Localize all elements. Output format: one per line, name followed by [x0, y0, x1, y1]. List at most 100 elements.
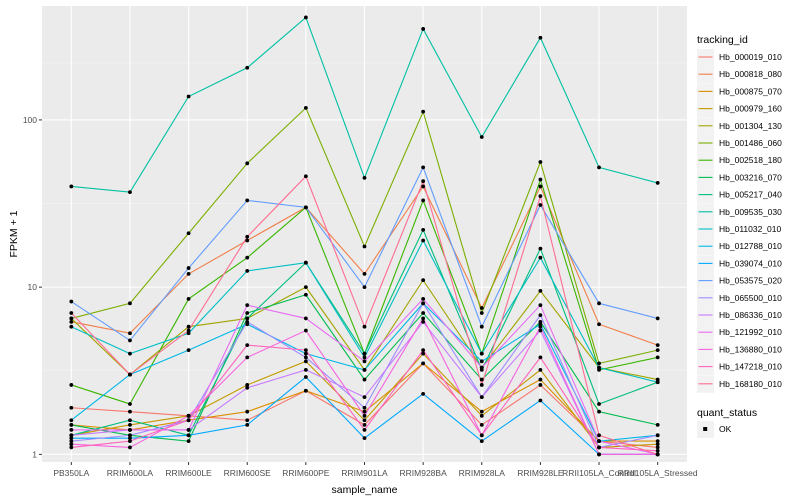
data-point: [186, 433, 191, 438]
data-point: [362, 418, 367, 423]
legend-item: Hb_003216_070: [697, 169, 782, 187]
data-point: [245, 383, 250, 387]
data-point: [186, 328, 191, 333]
x-tick-label: PB350LA: [53, 468, 89, 478]
legend-item: Hb_011032_010: [697, 221, 782, 238]
data-point: [421, 319, 426, 324]
data-point: [421, 109, 426, 114]
x-tick-label: RRII105LA_Stressed: [618, 468, 698, 478]
data-point: [186, 324, 191, 329]
data-point: [421, 238, 426, 243]
data-point: [186, 439, 191, 444]
data-point: [186, 231, 191, 236]
data-point: [538, 177, 543, 182]
data-point: [245, 269, 250, 273]
data-point: [597, 322, 601, 327]
data-point: [303, 285, 308, 290]
data-point: [128, 402, 132, 406]
data-point: [303, 355, 308, 360]
data-point: [538, 383, 543, 387]
data-point: [303, 328, 308, 333]
data-point: [597, 445, 601, 450]
data-point: [362, 395, 367, 399]
legend-label: Hb_000875_070: [719, 86, 782, 96]
data-point: [362, 176, 367, 180]
data-point: [421, 301, 426, 306]
data-point: [69, 428, 74, 432]
data-point: [655, 348, 660, 353]
data-point: [655, 433, 660, 438]
data-point: [362, 423, 367, 427]
data-point: [128, 428, 132, 432]
legend-item: Hb_168180_010: [697, 375, 782, 393]
legend-label: Hb_147218_010: [719, 362, 782, 372]
legend-title: tracking_id: [697, 34, 748, 46]
y-tick-label: 10: [28, 282, 38, 292]
data-point: [69, 423, 74, 427]
data-point: [362, 285, 367, 290]
data-point: [128, 301, 132, 306]
data-point: [362, 271, 367, 276]
data-point: [303, 351, 308, 356]
data-point: [655, 448, 660, 453]
legend-label: Hb_002518_180: [719, 155, 782, 165]
data-point: [421, 351, 426, 356]
data-point: [421, 179, 426, 184]
data-point: [69, 299, 74, 304]
data-point: [479, 413, 484, 418]
data-point: [128, 436, 132, 441]
data-point: [421, 297, 426, 301]
data-point: [362, 351, 367, 356]
data-point: [421, 278, 426, 283]
data-point: [362, 428, 367, 432]
data-point: [655, 380, 660, 385]
data-point: [655, 181, 660, 185]
data-point: [245, 255, 250, 260]
legend-label: Hb_001304_130: [719, 121, 782, 131]
legend-item: Hb_065500_010: [697, 289, 782, 307]
data-point: [479, 324, 484, 329]
data-point: [597, 409, 601, 414]
data-point: [538, 313, 543, 318]
data-point: [245, 234, 250, 239]
data-point: [479, 306, 484, 310]
legend-label: Hb_009535_030: [719, 207, 782, 217]
data-point: [245, 319, 250, 324]
data-point: [303, 174, 308, 179]
data-point: [362, 377, 367, 382]
legend-item: Hb_086336_010: [697, 307, 782, 324]
x-axis: PB350LA RRIM600LA RRIM600LE RRIM600SE RRIM60…: [53, 462, 698, 478]
x-tick-label: RRIM600PE: [282, 468, 330, 478]
data-point: [245, 65, 250, 70]
data-point: [128, 338, 132, 343]
legend-item: Hb_000979_160: [697, 100, 782, 118]
legend-label: Hb_001486_060: [719, 138, 782, 148]
data-point: [69, 405, 74, 410]
data-point: [362, 413, 367, 418]
data-point: [128, 445, 132, 450]
shape-legend-label: OK: [719, 424, 732, 434]
legend-item: Hb_000019_010: [697, 49, 782, 66]
data-point: [245, 343, 250, 348]
legend-item: Hb_053575_020: [697, 272, 782, 290]
data-point: [421, 198, 426, 203]
legend-label: Hb_000019_010: [719, 52, 782, 62]
legend-label: Hb_000818_080: [719, 69, 782, 79]
data-point: [245, 418, 250, 423]
legend-label: Hb_003216_070: [719, 172, 782, 182]
data-point: [421, 184, 426, 189]
data-point: [128, 331, 132, 336]
data-point: [362, 244, 367, 249]
legend-item: Hb_001304_130: [697, 117, 782, 135]
data-point: [128, 351, 132, 356]
data-point: [69, 383, 74, 387]
legend-item: Hb_001486_060: [697, 135, 782, 152]
legend: tracking_id Hb_000019_010 Hb_000818_080 Hb…: [697, 34, 782, 438]
data-point: [362, 367, 367, 372]
data-point: [128, 190, 132, 195]
data-point: [128, 409, 132, 414]
y-tick-label: 1: [32, 449, 37, 459]
data-point: [538, 303, 543, 308]
data-point: [479, 359, 484, 364]
data-point: [186, 331, 191, 336]
